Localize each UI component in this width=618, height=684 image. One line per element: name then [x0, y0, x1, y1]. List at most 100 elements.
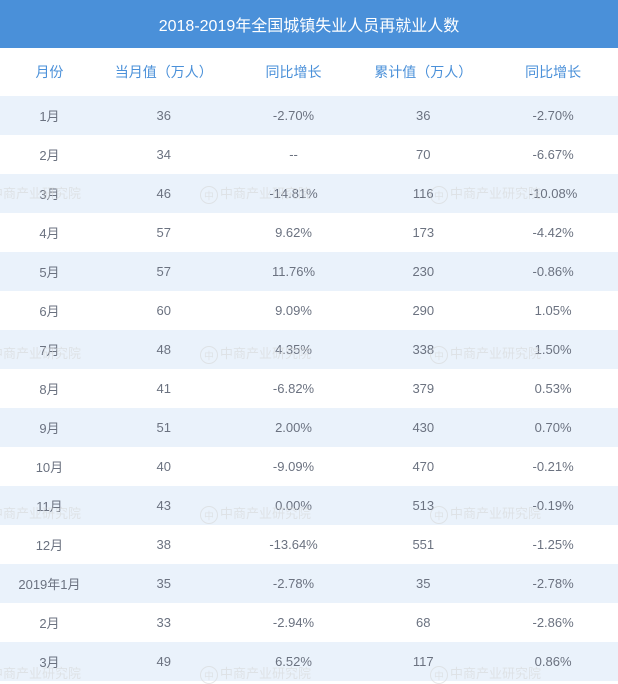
data-table: 月份 当月值（万人） 同比增长 累计值（万人） 同比增长 1月36-2.70%3… [0, 48, 618, 681]
table-row: 6月609.09%2901.05% [0, 291, 618, 330]
table-cell: 2月 [0, 135, 99, 174]
table-cell: 11.76% [229, 252, 359, 291]
table-cell: 379 [358, 369, 488, 408]
table-row: 9月512.00%4300.70% [0, 408, 618, 447]
table-cell: 12月 [0, 525, 99, 564]
table-cell: 290 [358, 291, 488, 330]
table-cell: 9月 [0, 408, 99, 447]
table-cell: 57 [99, 213, 229, 252]
table-cell: 6.52% [229, 642, 359, 681]
table-cell: -2.94% [229, 603, 359, 642]
table-row: 2月33-2.94%68-2.86% [0, 603, 618, 642]
table-cell: 4月 [0, 213, 99, 252]
table-cell: 40 [99, 447, 229, 486]
table-container: 2018-2019年全国城镇失业人员再就业人数 中商产业研究院中商产业研究院中商… [0, 0, 618, 681]
table-cell: 230 [358, 252, 488, 291]
table-cell: 11月 [0, 486, 99, 525]
table-cell: 513 [358, 486, 488, 525]
table-cell: 4.35% [229, 330, 359, 369]
table-cell: 57 [99, 252, 229, 291]
table-cell: 68 [358, 603, 488, 642]
table-cell: 46 [99, 174, 229, 213]
table-cell: -13.64% [229, 525, 359, 564]
table-cell: -2.78% [229, 564, 359, 603]
table-cell: 35 [99, 564, 229, 603]
table-cell: 551 [358, 525, 488, 564]
table-cell: 1月 [0, 96, 99, 135]
table-cell: 0.53% [488, 369, 618, 408]
table-title: 2018-2019年全国城镇失业人员再就业人数 [0, 0, 618, 48]
table-cell: -0.86% [488, 252, 618, 291]
table-cell: 36 [99, 96, 229, 135]
table-cell: 0.86% [488, 642, 618, 681]
table-cell: 70 [358, 135, 488, 174]
table-row: 2月34--70-6.67% [0, 135, 618, 174]
col-header-cumulative-growth: 同比增长 [488, 48, 618, 96]
table-header: 月份 当月值（万人） 同比增长 累计值（万人） 同比增长 [0, 48, 618, 96]
table-cell: 8月 [0, 369, 99, 408]
table-cell: 117 [358, 642, 488, 681]
table-cell: 173 [358, 213, 488, 252]
table-cell: 36 [358, 96, 488, 135]
table-cell: -2.86% [488, 603, 618, 642]
table-cell: -6.82% [229, 369, 359, 408]
table-row: 3月496.52%1170.86% [0, 642, 618, 681]
col-header-cumulative: 累计值（万人） [358, 48, 488, 96]
col-header-growth: 同比增长 [229, 48, 359, 96]
col-header-value: 当月值（万人） [99, 48, 229, 96]
table-row: 4月579.62%173-4.42% [0, 213, 618, 252]
table-cell: 3月 [0, 174, 99, 213]
table-cell: -2.78% [488, 564, 618, 603]
table-cell: 2019年1月 [0, 564, 99, 603]
col-header-month: 月份 [0, 48, 99, 96]
table-cell: 1.50% [488, 330, 618, 369]
table-cell: 48 [99, 330, 229, 369]
table-cell: -2.70% [488, 96, 618, 135]
table-row: 8月41-6.82%3790.53% [0, 369, 618, 408]
table-cell: 60 [99, 291, 229, 330]
table-row: 5月5711.76%230-0.86% [0, 252, 618, 291]
table-cell: 0.70% [488, 408, 618, 447]
table-row: 2019年1月35-2.78%35-2.78% [0, 564, 618, 603]
table-cell: 1.05% [488, 291, 618, 330]
table-cell: 10月 [0, 447, 99, 486]
table-cell: 49 [99, 642, 229, 681]
table-cell: 2月 [0, 603, 99, 642]
table-cell: -6.67% [488, 135, 618, 174]
table-cell: 51 [99, 408, 229, 447]
table-cell: 5月 [0, 252, 99, 291]
table-cell: 3月 [0, 642, 99, 681]
table-cell: -0.21% [488, 447, 618, 486]
table-cell: 6月 [0, 291, 99, 330]
table-cell: -9.09% [229, 447, 359, 486]
table-row: 1月36-2.70%36-2.70% [0, 96, 618, 135]
table-cell: 2.00% [229, 408, 359, 447]
table-cell: 7月 [0, 330, 99, 369]
table-cell: 41 [99, 369, 229, 408]
table-cell: -0.19% [488, 486, 618, 525]
table-row: 10月40-9.09%470-0.21% [0, 447, 618, 486]
table-cell: 116 [358, 174, 488, 213]
table-cell: 338 [358, 330, 488, 369]
table-cell: -14.81% [229, 174, 359, 213]
table-cell: -10.08% [488, 174, 618, 213]
table-row: 11月430.00%513-0.19% [0, 486, 618, 525]
table-cell: 9.09% [229, 291, 359, 330]
table-row: 7月484.35%3381.50% [0, 330, 618, 369]
table-row: 3月46-14.81%116-10.08% [0, 174, 618, 213]
table-cell: 430 [358, 408, 488, 447]
table-cell: 34 [99, 135, 229, 174]
table-wrap: 中商产业研究院中商产业研究院中商产业研究院中商产业研究院中商产业研究院中商产业研… [0, 48, 618, 681]
table-cell: 470 [358, 447, 488, 486]
table-cell: 9.62% [229, 213, 359, 252]
table-cell: -4.42% [488, 213, 618, 252]
table-cell: 33 [99, 603, 229, 642]
table-body: 1月36-2.70%36-2.70%2月34--70-6.67%3月46-14.… [0, 96, 618, 681]
table-cell: -2.70% [229, 96, 359, 135]
table-cell: 43 [99, 486, 229, 525]
table-cell: 35 [358, 564, 488, 603]
table-cell: 38 [99, 525, 229, 564]
table-cell: 0.00% [229, 486, 359, 525]
table-cell: -- [229, 135, 359, 174]
table-row: 12月38-13.64%551-1.25% [0, 525, 618, 564]
